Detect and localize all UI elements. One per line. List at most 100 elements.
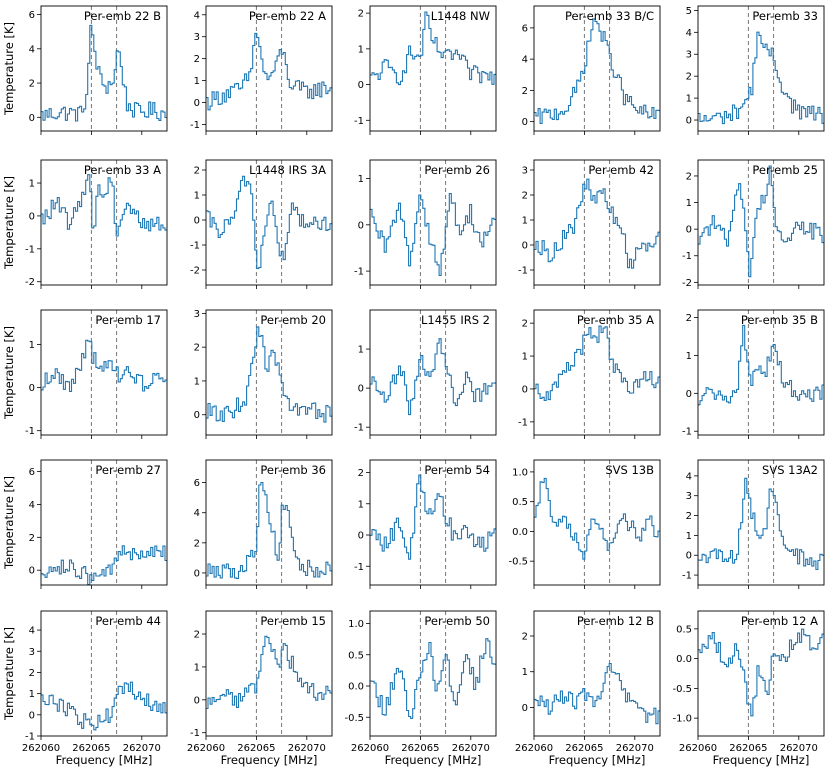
y-tick-label: 2 xyxy=(194,54,200,65)
y-tick-label: 6 xyxy=(29,467,35,478)
y-axis-label: Temperature [K] xyxy=(2,476,16,570)
spectrum-line xyxy=(370,193,496,277)
y-axis-label: Temperature [K] xyxy=(2,22,16,116)
y-tick-label: 2 xyxy=(29,79,35,90)
x-tick-label: 262060 xyxy=(679,743,717,754)
panel-title: Per-emb 26 xyxy=(424,163,490,177)
spectrum-line xyxy=(370,11,496,86)
y-tick-label: 1 xyxy=(29,689,35,700)
y-tick-label: 0.0 xyxy=(676,654,692,665)
panel-19: -0.5 0.0 0.5 1.0 SVS 13B xyxy=(508,459,661,589)
y-tick-label: 6 xyxy=(194,478,200,489)
y-tick-label: 0 xyxy=(686,116,692,127)
panel-24: 0 1 2 262060 262065 262070 Per-emb 12 B Frequen… xyxy=(515,610,661,767)
y-axis-label: Temperature [K] xyxy=(2,176,16,270)
y-tick-label: 0 xyxy=(29,566,35,577)
y-tick-label: 0 xyxy=(29,113,35,124)
y-tick-label: 0.5 xyxy=(676,624,692,635)
y-tick-label: 4 xyxy=(686,28,692,39)
x-tick-label: 262065 xyxy=(729,743,767,754)
panel-title: SVS 13B xyxy=(605,463,654,477)
panel-title: Per-emb 33 A xyxy=(84,163,161,177)
y-tick-label: 1 xyxy=(194,191,200,202)
x-axis-label: Frequency [MHz] xyxy=(713,753,810,767)
panel-title: Per-emb 25 xyxy=(752,163,818,177)
spectrum-line xyxy=(206,635,332,710)
y-tick-label: 3 xyxy=(194,309,200,320)
x-tick-label: 262070 xyxy=(780,743,818,754)
x-tick-label: 262060 xyxy=(515,743,553,754)
panel-title: SVS 13A2 xyxy=(762,463,818,477)
y-tick-label: 0.0 xyxy=(348,682,364,693)
y-tick-label: 0 xyxy=(29,211,35,222)
panel-17: 0 2 4 6 Per-emb 36 xyxy=(194,459,333,589)
y-tick-label: 0 xyxy=(358,80,364,91)
panel-frame xyxy=(40,309,168,436)
y-tick-label: 0 xyxy=(522,117,528,128)
y-tick-label: 1 xyxy=(194,376,200,387)
panel-7: -2 -1 0 1 2 L1448 IRS 3A xyxy=(190,159,333,289)
panel-18: -1 0 1 2 Per-emb 54 xyxy=(354,459,497,589)
y-tick-label: 4 xyxy=(686,471,692,482)
panel-23: -0.5 0.0 0.5 1.0 262060 262065 262070 Per-emb 5… xyxy=(344,610,497,767)
panel-10: -2 -1 0 1 2 Per-emb 25 xyxy=(682,159,825,289)
spectrum-line xyxy=(41,545,167,585)
y-tick-label: 1 xyxy=(358,499,364,510)
y-tick-label: 1 xyxy=(194,662,200,673)
y-tick-label: 1 xyxy=(29,179,35,190)
y-tick-label: 2 xyxy=(358,468,364,479)
spectrum-line xyxy=(698,477,824,571)
y-tick-label: 0 xyxy=(194,98,200,109)
spectrum-line xyxy=(206,326,332,423)
x-tick-label: 262070 xyxy=(616,743,654,754)
y-tick-label: 3 xyxy=(29,647,35,658)
y-tick-label: 6 xyxy=(522,23,528,34)
y-tick-label: 0 xyxy=(522,241,528,252)
y-tick-label: 1 xyxy=(358,174,364,185)
panel-14: -1 0 1 2 Per-emb 35 A xyxy=(518,309,661,439)
panel-title: Per-emb 17 xyxy=(95,313,161,327)
spectrum-line xyxy=(206,481,332,580)
x-tick-label: 262065 xyxy=(237,743,275,754)
spectrum-line xyxy=(534,325,660,402)
y-tick-label: 2 xyxy=(194,630,200,641)
panel-3: -1 0 1 2 L1448 NW xyxy=(354,5,497,135)
y-tick-label: -1 xyxy=(354,116,364,127)
y-tick-label: -1 xyxy=(25,426,35,437)
y-tick-label: 3 xyxy=(522,166,528,177)
y-tick-label: 4 xyxy=(29,626,35,637)
y-tick-label: 0 xyxy=(522,703,528,714)
panel-title: Per-emb 27 xyxy=(95,463,161,477)
y-tick-label: 1 xyxy=(194,76,200,87)
panel-title: Per-emb 54 xyxy=(424,463,490,477)
y-tick-label: 3 xyxy=(194,32,200,43)
y-tick-label: 1 xyxy=(522,216,528,227)
y-tick-label: -1.0 xyxy=(672,714,692,725)
y-tick-label: -1 xyxy=(518,417,528,428)
y-tick-label: 2 xyxy=(686,313,692,324)
y-tick-label: 1 xyxy=(358,44,364,55)
y-tick-label: 1 xyxy=(29,340,35,351)
y-tick-label: -2 xyxy=(25,277,35,288)
panel-frame xyxy=(40,610,168,737)
panel-frame xyxy=(205,459,333,586)
y-tick-label: -1 xyxy=(25,732,35,743)
y-tick-label: 0 xyxy=(29,383,35,394)
y-tick-label: -1 xyxy=(25,244,35,255)
panel-title: Per-emb 12 A xyxy=(741,614,818,628)
panel-frame xyxy=(369,309,497,436)
y-tick-label: 0 xyxy=(358,531,364,542)
y-tick-label: 0 xyxy=(686,389,692,400)
panel-frame xyxy=(533,5,661,132)
y-tick-label: -0.5 xyxy=(508,557,528,568)
y-tick-label: -1 xyxy=(190,241,200,252)
panel-frame xyxy=(697,159,825,286)
y-tick-label: 2 xyxy=(194,538,200,549)
panel-1: 0 2 4 6 Per-emb 22 B Temperature [K] xyxy=(2,5,168,135)
y-tick-label: 2 xyxy=(29,533,35,544)
panel-title: Per-emb 20 xyxy=(260,313,326,327)
y-tick-label: 6 xyxy=(29,10,35,21)
panel-title: Per-emb 22 B xyxy=(84,9,161,23)
panel-frame xyxy=(205,159,333,286)
panel-title: L1448 NW xyxy=(431,9,490,23)
